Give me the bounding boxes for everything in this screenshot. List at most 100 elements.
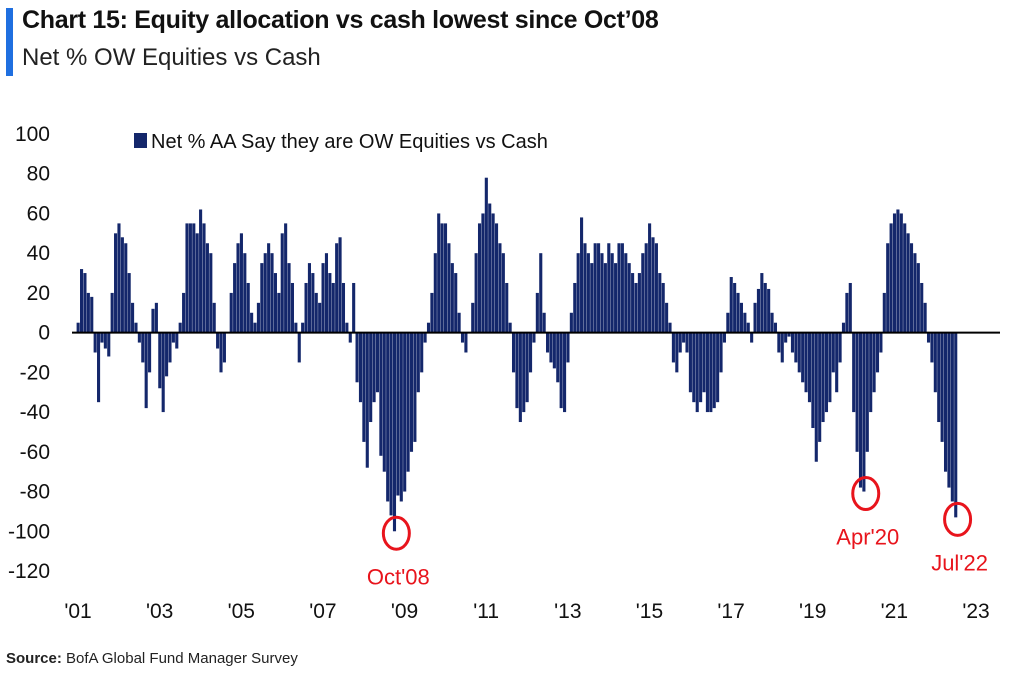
bar [947, 332, 951, 488]
bar [773, 322, 778, 333]
bar [205, 243, 209, 333]
bar [175, 332, 179, 349]
bar [229, 292, 233, 333]
bar [236, 243, 240, 333]
bar [471, 302, 475, 333]
bar [508, 322, 512, 333]
bar [889, 223, 893, 333]
bar [699, 332, 703, 403]
bar [665, 302, 669, 333]
bar [770, 312, 774, 333]
x-tick-label: '19 [799, 600, 826, 623]
bar [372, 332, 376, 403]
bar [239, 233, 243, 333]
bar [392, 332, 397, 532]
bar [178, 322, 182, 333]
bar [872, 332, 876, 393]
bar [93, 332, 97, 353]
bar [620, 243, 624, 333]
y-tick-label: -60 [20, 441, 50, 464]
bar [535, 292, 539, 333]
bar [678, 332, 682, 353]
bar [195, 233, 199, 333]
bar [926, 332, 931, 343]
bar [722, 332, 726, 343]
source-label: Source: [6, 650, 62, 667]
bar [144, 332, 148, 409]
bar [335, 243, 339, 333]
source-text: BofA Global Fund Manager Survey [66, 650, 298, 667]
bar [671, 332, 675, 363]
bar [352, 282, 356, 333]
bar [644, 243, 648, 333]
bar [97, 332, 101, 403]
bar [750, 332, 754, 343]
y-tick-label: -100 [8, 520, 50, 543]
bar [838, 332, 842, 363]
bar [631, 273, 635, 333]
bar [256, 302, 260, 333]
bar [552, 332, 556, 369]
legend-swatch [134, 133, 147, 148]
y-tick-label: 0 [38, 322, 50, 345]
bar [443, 223, 448, 333]
bar [821, 332, 825, 423]
bar [416, 332, 420, 393]
bar [899, 213, 903, 333]
bar [756, 288, 760, 333]
y-tick-label: 40 [27, 242, 50, 265]
bar [243, 253, 247, 333]
bar [763, 282, 767, 333]
bar [954, 332, 958, 518]
bar [566, 332, 570, 363]
bar [250, 312, 254, 333]
bar [542, 312, 546, 333]
bar [875, 332, 880, 373]
bar [862, 332, 866, 492]
bar [685, 332, 689, 353]
annotation-circle [943, 501, 973, 537]
bar [559, 332, 563, 409]
bar [131, 302, 135, 333]
y-tick-label: -120 [8, 560, 50, 583]
bar [345, 322, 349, 333]
bar [168, 332, 172, 363]
bar [212, 302, 216, 333]
bar [199, 209, 203, 333]
bar [658, 273, 662, 333]
bar [841, 322, 846, 333]
bar [858, 332, 863, 488]
bar [943, 332, 948, 472]
bar [396, 332, 400, 496]
bar [617, 243, 621, 333]
bar [171, 332, 175, 343]
bar [154, 302, 158, 333]
bar [188, 223, 192, 333]
bar [654, 243, 658, 333]
bar [896, 209, 900, 333]
bar [814, 332, 818, 462]
bar [920, 282, 924, 333]
x-tick-label: '13 [554, 600, 581, 623]
bar [624, 253, 628, 333]
bar [729, 277, 733, 333]
bar [192, 223, 196, 333]
bar [477, 223, 482, 333]
bar [185, 223, 189, 333]
bar [318, 302, 322, 333]
bar [124, 243, 128, 333]
x-tick-label: '01 [64, 600, 91, 623]
annotation-circle [381, 515, 411, 551]
bar [916, 263, 920, 333]
bar [797, 332, 801, 373]
bar [222, 332, 226, 363]
x-tick-label: '05 [228, 600, 255, 623]
bar [753, 302, 757, 333]
bar [216, 332, 220, 349]
y-axis-ticks: 100 80 60 40 20 0 -20 -40 -60 -80 -100 -120 [8, 123, 50, 583]
bar [273, 273, 277, 333]
bar [828, 332, 832, 403]
bar [627, 263, 631, 333]
x-tick-label: '21 [881, 600, 908, 623]
